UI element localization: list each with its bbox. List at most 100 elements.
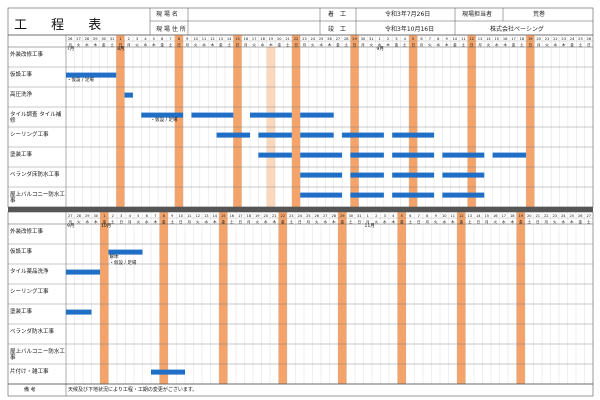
day-number: 28	[85, 37, 90, 41]
day-number: 12	[459, 214, 464, 218]
day-number: 5	[401, 214, 403, 218]
month-label: 11月	[364, 224, 375, 229]
weekday-label: 金	[162, 219, 166, 224]
weekday-label: 火	[545, 42, 549, 47]
weekday-label: 火	[370, 42, 374, 47]
task-label: タイル調査 タイル補修	[10, 112, 62, 124]
section-box	[7, 34, 594, 208]
weekday-label: 月	[68, 219, 72, 224]
weekday-label: 土	[230, 219, 234, 224]
bar-note: ・仮設 / 足場	[150, 117, 178, 123]
task-label: 高圧洗浄	[10, 92, 33, 98]
day-number: 20	[277, 37, 282, 41]
weekday-label: 水	[561, 219, 565, 224]
day-number: 4	[144, 37, 147, 41]
day-number: 25	[569, 214, 574, 218]
start-label: 着 工	[328, 11, 347, 18]
weekday-label: 火	[434, 219, 438, 224]
weekday-label: 土	[587, 219, 591, 224]
weekday-label: 木	[386, 42, 390, 47]
day-number: 19	[528, 37, 533, 41]
day-number: 29	[352, 37, 357, 41]
day-number: 2	[387, 37, 389, 41]
weekday-label: 木	[93, 42, 97, 47]
day-number: 9	[435, 214, 438, 218]
weekday-label: 日	[470, 43, 474, 47]
bar-note: ・仮設 / 足場	[67, 77, 94, 83]
schedule-bar	[300, 152, 343, 158]
day-number: 15	[221, 214, 226, 218]
schedule-bar	[350, 192, 384, 198]
schedule-bar	[258, 152, 292, 158]
day-number: 29	[93, 37, 98, 41]
weekday-label: 木	[445, 42, 449, 47]
day-number: 11	[187, 214, 192, 218]
weekday-label: 水	[145, 219, 149, 224]
weekday-label: 日	[294, 43, 298, 47]
weekday-label: 土	[408, 219, 412, 224]
day-number: 7	[418, 214, 420, 218]
day-number: 22	[280, 214, 285, 218]
weekday-label: 火	[493, 219, 497, 224]
schedule-bar	[392, 132, 435, 138]
task-label: 外装改修工事	[10, 52, 44, 58]
company-name: 株式会社ペーシング	[490, 26, 544, 33]
day-number: 1	[119, 37, 121, 41]
weekday-label: 木	[391, 219, 395, 224]
bar-note: ・仮設 / 足場	[109, 260, 137, 266]
weekday-label: 木	[451, 219, 455, 224]
day-number: 4	[392, 214, 395, 218]
weekday-label: 月	[187, 219, 191, 224]
schedule-bar	[392, 192, 435, 198]
site-address-label: 現 場 住 所	[156, 26, 186, 33]
day-number: 28	[331, 214, 336, 218]
weekday-label: 火	[77, 42, 81, 47]
day-number: 5	[153, 37, 155, 41]
day-number: 5	[137, 214, 139, 218]
weekday-label: 月	[127, 42, 131, 47]
schedule-bar	[350, 172, 384, 178]
day-number: 1	[103, 214, 105, 218]
weekday-label: 土	[579, 42, 583, 47]
day-number: 3	[120, 214, 122, 218]
task-label: 屋上バルコニー防水工事	[10, 192, 65, 204]
task-label: シーリング工事	[10, 132, 49, 138]
weekday-label: 金	[278, 42, 282, 47]
day-number: 6	[146, 214, 149, 218]
day-number: 17	[511, 37, 516, 41]
day-number: 16	[493, 214, 498, 218]
day-number: 18	[520, 37, 525, 41]
schedule-bar	[250, 112, 292, 118]
day-number: 11	[202, 37, 207, 41]
month-label: 10月	[101, 224, 112, 229]
weekday-label: 日	[236, 43, 240, 47]
weekday-label: 土	[286, 42, 290, 47]
weekday-label: 日	[411, 43, 415, 47]
schedule-bar	[392, 172, 435, 178]
weekday-label: 金	[519, 219, 523, 224]
weekday-label: 土	[111, 219, 115, 224]
weekday-label: 月	[544, 219, 548, 224]
page-title: 工 程 表	[14, 18, 112, 33]
weekday-label: 土	[110, 42, 114, 47]
day-number: 28	[344, 37, 349, 41]
schedule-bar	[442, 172, 485, 178]
weekday-label: 土	[349, 219, 353, 224]
schedule-bar	[442, 192, 485, 198]
weekday-label: 水	[502, 219, 506, 224]
weekday-label: 金	[395, 42, 399, 47]
day-number: 27	[586, 214, 591, 218]
day-number: 1	[367, 214, 369, 218]
schedule-bar	[151, 369, 185, 375]
day-number: 16	[503, 37, 508, 41]
day-number: 10	[193, 37, 198, 41]
day-number: 25	[306, 214, 311, 218]
month-label: 8月	[117, 47, 125, 52]
manager-label: 現場担当者	[462, 11, 493, 18]
site-name-label: 現 場 名	[156, 11, 178, 18]
weekday-label: 土	[169, 42, 173, 47]
weekday-label: 水	[495, 42, 499, 47]
weekday-label: 日	[177, 43, 181, 47]
weekday-label: 木	[213, 219, 217, 224]
